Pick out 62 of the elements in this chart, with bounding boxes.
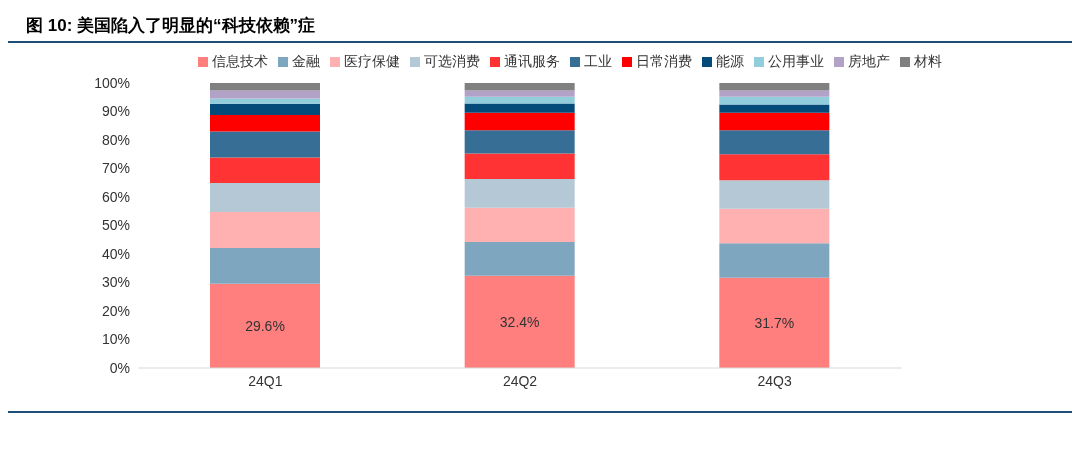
legend-label: 公用事业	[768, 53, 824, 69]
bar	[210, 183, 320, 213]
bar	[464, 207, 575, 243]
bar	[719, 112, 830, 131]
bar	[464, 112, 575, 131]
y-tick-label: 90%	[101, 103, 130, 120]
bar	[464, 242, 575, 276]
data-label: 32.4%	[499, 313, 540, 330]
x-tick-label: 24Q3	[757, 372, 792, 389]
bar	[210, 283, 320, 368]
x-tick-label: 24Q2	[502, 372, 538, 389]
bar	[210, 83, 320, 91]
legend-label: 房地产	[848, 53, 890, 69]
legend-label: 工业	[584, 53, 612, 69]
data-label: 29.6%	[245, 317, 285, 334]
bar	[719, 180, 830, 209]
bar	[464, 130, 575, 154]
legend-label: 金融	[292, 53, 320, 69]
legend-label: 日常消费	[636, 53, 692, 69]
y-tick-label: 30%	[101, 274, 130, 291]
y-tick-label: 80%	[101, 131, 130, 148]
bar	[719, 130, 830, 155]
bar	[719, 208, 830, 244]
bar	[719, 83, 830, 91]
legend-label: 信息技术	[212, 53, 268, 69]
bar	[210, 131, 320, 158]
legend-label: 材料	[914, 53, 942, 69]
bar	[464, 103, 575, 113]
y-tick-label: 50%	[101, 217, 130, 234]
bar	[719, 243, 830, 278]
y-tick-label: 40%	[101, 245, 130, 262]
bar	[464, 153, 575, 180]
bar	[464, 179, 575, 208]
legend-label: 医疗保健	[344, 53, 400, 69]
y-tick-label: 10%	[101, 331, 130, 348]
y-tick-label: 60%	[101, 188, 130, 205]
bar	[719, 104, 830, 113]
legend-label: 可选消费	[424, 53, 480, 69]
bar	[719, 154, 830, 181]
bar	[210, 90, 320, 99]
chart-title: 图 10: 美国陷入了明显的“科技依赖”症	[8, 8, 1072, 43]
x-tick-label: 24Q1	[248, 372, 283, 389]
bar	[210, 248, 320, 284]
bar	[210, 212, 320, 249]
y-tick-label: 20%	[101, 302, 130, 319]
bar	[719, 96, 830, 105]
legend-label: 能源	[716, 53, 744, 69]
y-tick-label: 100%	[94, 74, 130, 91]
y-tick-label: 70%	[101, 160, 130, 177]
bar	[210, 114, 320, 132]
bar	[210, 157, 320, 184]
y-tick-label: 0%	[109, 359, 130, 376]
bar	[464, 275, 575, 368]
bar	[210, 103, 320, 115]
data-label: 31.7%	[754, 314, 795, 331]
bar	[719, 90, 830, 97]
bar	[464, 90, 575, 97]
bar	[464, 96, 575, 104]
legend-label: 通讯服务	[504, 53, 560, 69]
bar	[464, 83, 575, 91]
bar	[719, 277, 830, 368]
bar	[210, 98, 320, 104]
